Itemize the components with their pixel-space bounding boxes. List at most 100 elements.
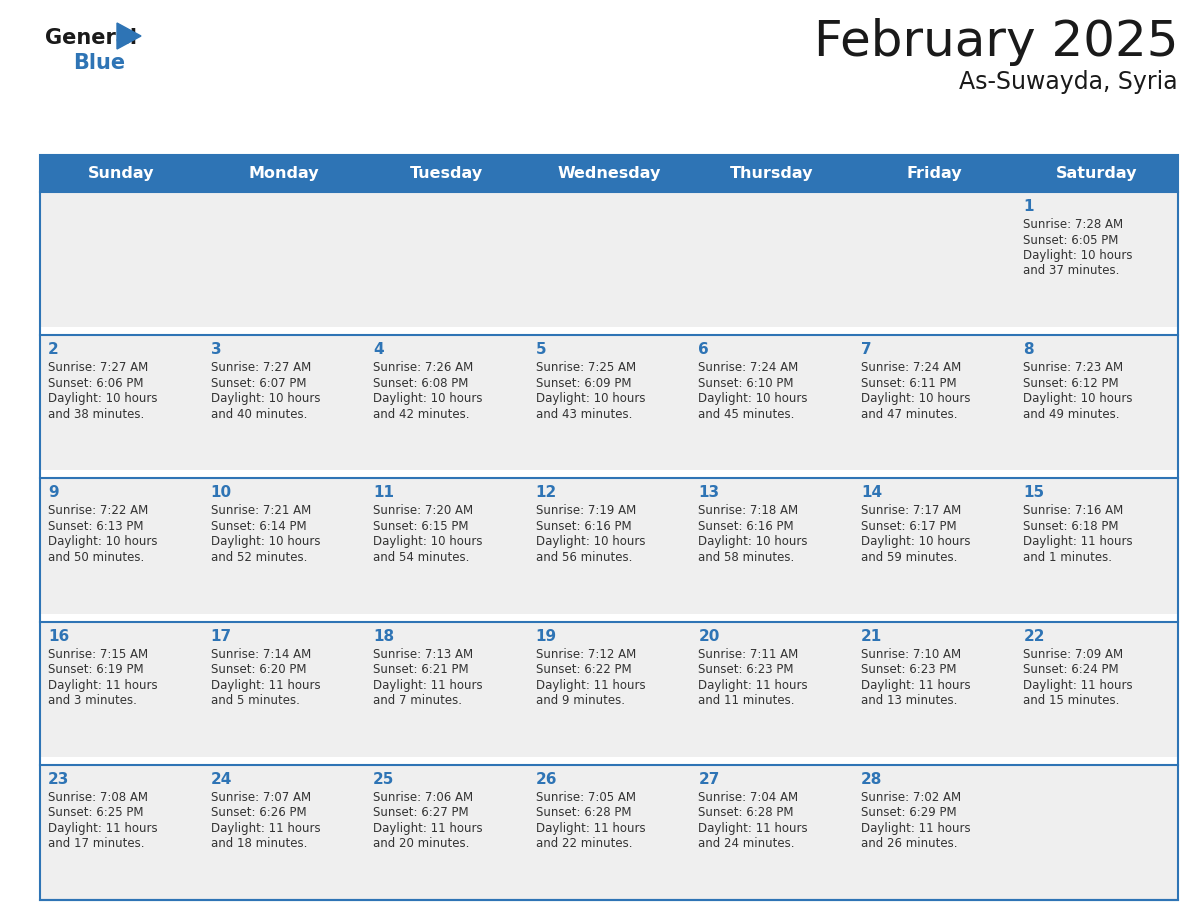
Text: and 15 minutes.: and 15 minutes. [1023,694,1120,707]
Text: Sunrise: 7:20 AM: Sunrise: 7:20 AM [373,504,473,518]
Bar [40,478,1178,613]
Text: and 1 minutes.: and 1 minutes. [1023,551,1112,564]
Text: Sunrise: 7:12 AM: Sunrise: 7:12 AM [536,647,636,661]
Text: Sunrise: 7:04 AM: Sunrise: 7:04 AM [699,790,798,804]
Text: Sunrise: 7:26 AM: Sunrise: 7:26 AM [373,361,473,375]
Text: and 50 minutes.: and 50 minutes. [48,551,144,564]
Text: Daylight: 10 hours: Daylight: 10 hours [1023,392,1133,405]
Text: Saturday: Saturday [1056,166,1137,181]
Text: Sunset: 6:23 PM: Sunset: 6:23 PM [699,663,794,676]
Text: Sunrise: 7:21 AM: Sunrise: 7:21 AM [210,504,311,518]
Text: Sunset: 6:12 PM: Sunset: 6:12 PM [1023,376,1119,390]
Text: Sunrise: 7:05 AM: Sunrise: 7:05 AM [536,790,636,804]
Text: 7: 7 [861,342,872,357]
Text: and 40 minutes.: and 40 minutes. [210,408,307,420]
Text: Sunset: 6:22 PM: Sunset: 6:22 PM [536,663,631,676]
Text: 12: 12 [536,486,557,500]
Text: 13: 13 [699,486,720,500]
Text: and 38 minutes.: and 38 minutes. [48,408,144,420]
Bar [40,155,1178,900]
Bar [40,335,1178,470]
Text: Sunrise: 7:19 AM: Sunrise: 7:19 AM [536,504,636,518]
Text: 18: 18 [373,629,394,644]
Text: Wednesday: Wednesday [557,166,661,181]
Text: and 9 minutes.: and 9 minutes. [536,694,625,707]
Text: 1: 1 [1023,199,1034,214]
Text: and 11 minutes.: and 11 minutes. [699,694,795,707]
Text: Daylight: 11 hours: Daylight: 11 hours [699,822,808,834]
Polygon shape [116,23,141,49]
Text: Sunrise: 7:06 AM: Sunrise: 7:06 AM [373,790,473,804]
Text: Daylight: 10 hours: Daylight: 10 hours [1023,249,1133,262]
Text: Friday: Friday [906,166,962,181]
Text: Sunset: 6:16 PM: Sunset: 6:16 PM [699,520,794,533]
Text: Daylight: 11 hours: Daylight: 11 hours [1023,678,1133,691]
Text: Sunrise: 7:17 AM: Sunrise: 7:17 AM [861,504,961,518]
Text: 6: 6 [699,342,709,357]
Text: Daylight: 11 hours: Daylight: 11 hours [210,678,321,691]
Text: Daylight: 11 hours: Daylight: 11 hours [210,822,321,834]
Text: Sunrise: 7:24 AM: Sunrise: 7:24 AM [861,361,961,375]
Text: Sunrise: 7:13 AM: Sunrise: 7:13 AM [373,647,473,661]
Text: 21: 21 [861,629,883,644]
Text: Sunset: 6:27 PM: Sunset: 6:27 PM [373,806,469,819]
Text: Sunrise: 7:10 AM: Sunrise: 7:10 AM [861,647,961,661]
Text: 2: 2 [48,342,58,357]
Text: Sunset: 6:13 PM: Sunset: 6:13 PM [48,520,144,533]
Text: Daylight: 10 hours: Daylight: 10 hours [861,392,971,405]
Text: and 43 minutes.: and 43 minutes. [536,408,632,420]
Text: Sunrise: 7:02 AM: Sunrise: 7:02 AM [861,790,961,804]
Text: Daylight: 10 hours: Daylight: 10 hours [48,535,158,548]
Text: Sunset: 6:20 PM: Sunset: 6:20 PM [210,663,307,676]
Text: Daylight: 11 hours: Daylight: 11 hours [373,678,482,691]
Text: and 17 minutes.: and 17 minutes. [48,837,145,850]
Text: 3: 3 [210,342,221,357]
Text: Sunrise: 7:28 AM: Sunrise: 7:28 AM [1023,218,1124,231]
Text: 14: 14 [861,486,881,500]
Text: Thursday: Thursday [729,166,814,181]
Text: Sunrise: 7:07 AM: Sunrise: 7:07 AM [210,790,311,804]
Text: Daylight: 11 hours: Daylight: 11 hours [699,678,808,691]
Text: Sunrise: 7:27 AM: Sunrise: 7:27 AM [210,361,311,375]
Text: Sunset: 6:16 PM: Sunset: 6:16 PM [536,520,631,533]
Text: and 47 minutes.: and 47 minutes. [861,408,958,420]
Text: Daylight: 10 hours: Daylight: 10 hours [48,392,158,405]
Text: Daylight: 11 hours: Daylight: 11 hours [48,678,158,691]
Text: Sunset: 6:19 PM: Sunset: 6:19 PM [48,663,144,676]
Text: Sunset: 6:23 PM: Sunset: 6:23 PM [861,663,956,676]
Text: Sunset: 6:24 PM: Sunset: 6:24 PM [1023,663,1119,676]
Text: Sunset: 6:14 PM: Sunset: 6:14 PM [210,520,307,533]
Text: and 24 minutes.: and 24 minutes. [699,837,795,850]
Text: Daylight: 10 hours: Daylight: 10 hours [373,535,482,548]
Text: Sunset: 6:05 PM: Sunset: 6:05 PM [1023,233,1119,247]
Text: 10: 10 [210,486,232,500]
Text: 16: 16 [48,629,69,644]
Text: Sunrise: 7:25 AM: Sunrise: 7:25 AM [536,361,636,375]
Text: February 2025: February 2025 [814,18,1178,66]
Text: Daylight: 10 hours: Daylight: 10 hours [536,535,645,548]
Text: Daylight: 11 hours: Daylight: 11 hours [1023,535,1133,548]
Text: Sunday: Sunday [88,166,154,181]
Text: 19: 19 [536,629,557,644]
Text: Sunset: 6:08 PM: Sunset: 6:08 PM [373,376,468,390]
Text: 23: 23 [48,772,69,787]
Text: Sunrise: 7:24 AM: Sunrise: 7:24 AM [699,361,798,375]
Text: Daylight: 10 hours: Daylight: 10 hours [210,392,320,405]
Text: and 49 minutes.: and 49 minutes. [1023,408,1120,420]
Text: Sunset: 6:09 PM: Sunset: 6:09 PM [536,376,631,390]
Text: and 18 minutes.: and 18 minutes. [210,837,307,850]
Text: and 5 minutes.: and 5 minutes. [210,694,299,707]
Text: 26: 26 [536,772,557,787]
Text: and 20 minutes.: and 20 minutes. [373,837,469,850]
Text: Daylight: 10 hours: Daylight: 10 hours [210,535,320,548]
Text: 22: 22 [1023,629,1045,644]
Text: Sunrise: 7:16 AM: Sunrise: 7:16 AM [1023,504,1124,518]
Text: Sunrise: 7:22 AM: Sunrise: 7:22 AM [48,504,148,518]
Text: Sunset: 6:07 PM: Sunset: 6:07 PM [210,376,307,390]
Text: 25: 25 [373,772,394,787]
Text: 24: 24 [210,772,232,787]
Text: Daylight: 11 hours: Daylight: 11 hours [861,822,971,834]
Text: Sunset: 6:06 PM: Sunset: 6:06 PM [48,376,144,390]
Text: 27: 27 [699,772,720,787]
Text: 9: 9 [48,486,58,500]
